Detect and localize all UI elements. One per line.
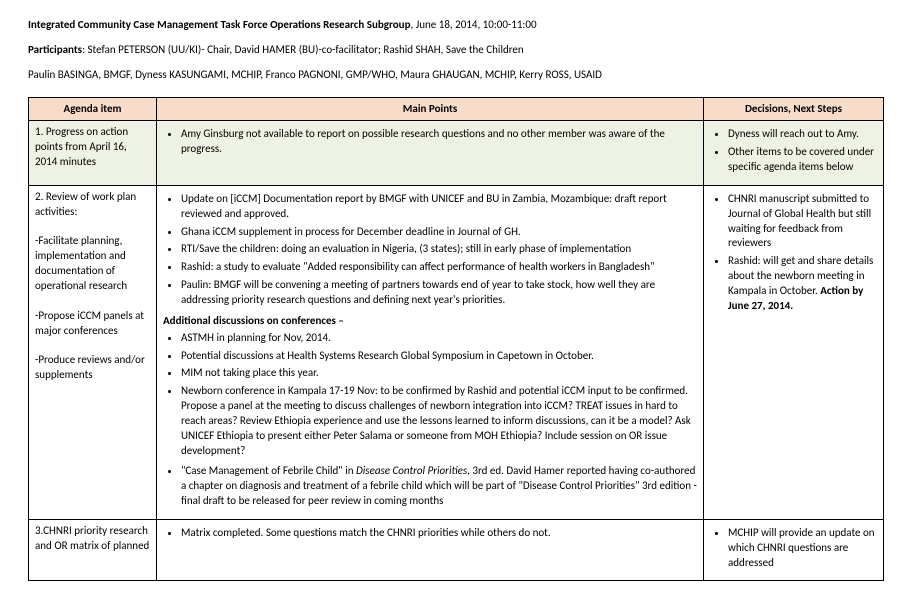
doc-title: Integrated Community Case Management Tas… (28, 18, 884, 33)
table-row: 2. Review of work plan activities: -Faci… (29, 185, 884, 519)
point-item: Potential discussions at Health Systems … (181, 349, 697, 364)
agenda-item-cell: 1. Progress on action points from April … (29, 121, 157, 186)
agenda-item-sub: -Produce reviews and/or supplements (35, 353, 145, 381)
table-header-row: Agenda item Main Points Decisions, Next … (29, 97, 884, 121)
agenda-item-sub: -Facilitate planning, implementation and… (35, 234, 127, 292)
decision-item: MCHIP will provide an update on which CH… (728, 526, 877, 571)
col-main-points: Main Points (157, 97, 704, 121)
col-decisions: Decisions, Next Steps (704, 97, 884, 121)
point-item: Update on [iCCM] Documentation report by… (181, 192, 697, 222)
table-row: 3.CHNRI priority research and OR matrix … (29, 519, 884, 581)
decisions-cell: CHNRI manuscript submitted to Journal of… (704, 185, 884, 519)
main-points-cell: Matrix completed. Some questions match t… (157, 519, 704, 581)
participants-label: Participants (28, 43, 82, 56)
agenda-item-cell: 2. Review of work plan activities: -Faci… (29, 185, 157, 519)
agenda-item-cell: 3.CHNRI priority research and OR matrix … (29, 519, 157, 581)
point-item: Amy Ginsburg not available to report on … (181, 127, 697, 157)
point-item: ASTMH in planning for Nov, 2014. (181, 331, 697, 346)
point-item: Paulin: BMGF will be convening a meeting… (181, 278, 697, 308)
point-item: RTI/Save the children: doing an evaluati… (181, 242, 697, 257)
participants-line-1: Participants: Stefan PETERSON (UU/KI)- C… (28, 43, 884, 58)
point-item: Rashid: a study to evaluate "Added respo… (181, 260, 697, 275)
point-item: Matrix completed. Some questions match t… (181, 526, 697, 541)
decision-item: Other items to be covered under specific… (728, 145, 877, 175)
participants-text: : Stefan PETERSON (UU/KI)- Chair, David … (82, 43, 524, 56)
agenda-table: Agenda item Main Points Decisions, Next … (28, 97, 884, 582)
main-points-cell: Amy Ginsburg not available to report on … (157, 121, 704, 186)
main-points-cell: Update on [iCCM] Documentation report by… (157, 185, 704, 519)
decision-item: CHNRI manuscript submitted to Journal of… (728, 192, 877, 251)
doc-title-bold: Integrated Community Case Management Tas… (28, 18, 411, 31)
point-item: MIM not taking place this year. (181, 366, 697, 381)
doc-title-rest: , June 18, 2014, 10:00-11:00 (411, 18, 537, 31)
conference-subhead: Additional discussions on conferences – (163, 314, 697, 329)
agenda-item-sub: -Propose iCCM panels at major conference… (35, 309, 144, 337)
agenda-item-title: 2. Review of work plan activities: (35, 190, 136, 218)
participants-line-2: Paulin BASINGA, BMGF, Dyness KASUNGAMI, … (28, 68, 884, 83)
decisions-cell: Dyness will reach out to Amy. Other item… (704, 121, 884, 186)
decision-item: Rashid: will get and share details about… (728, 254, 877, 313)
point-item: Newborn conference in Kampala 17-19 Nov:… (181, 384, 697, 458)
point-item: "Case Management of Febrile Child" in Di… (181, 464, 697, 509)
table-row: 1. Progress on action points from April … (29, 121, 884, 186)
decision-item: Dyness will reach out to Amy. (728, 127, 877, 142)
col-agenda-item: Agenda item (29, 97, 157, 121)
decisions-cell: MCHIP will provide an update on which CH… (704, 519, 884, 581)
point-item: Ghana iCCM supplement in process for Dec… (181, 225, 697, 240)
